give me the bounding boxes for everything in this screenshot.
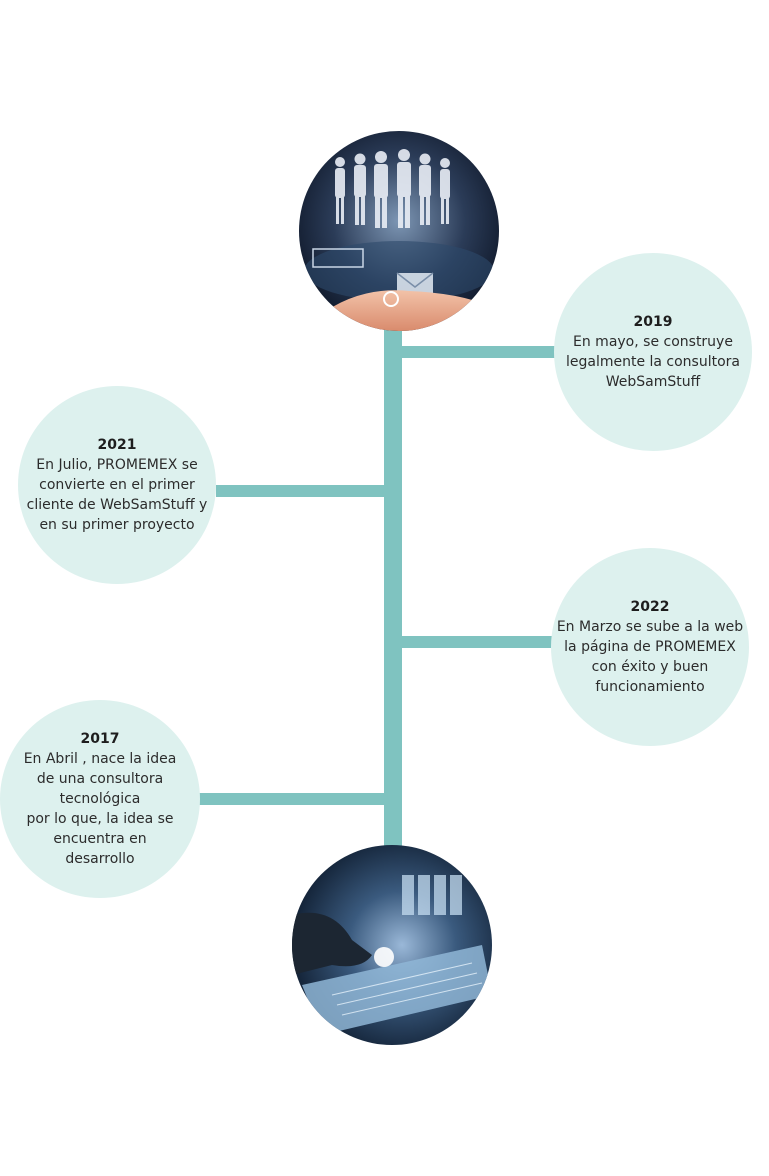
tablet-interface-image [292, 845, 492, 1045]
event-description: En Julio, PROMEMEX se convierte en el pr… [26, 457, 208, 533]
branch-2022 [402, 636, 554, 648]
event-year: 2021 [97, 437, 137, 453]
event-2022-bubble: 2022 En Marzo se sube a la web la página… [551, 548, 749, 746]
event-description: En Abril , nace la idea de una consultor… [23, 751, 177, 867]
people-network-icon [299, 131, 499, 331]
branch-2021 [216, 485, 384, 497]
event-year: 2022 [630, 599, 670, 615]
branch-2019 [402, 346, 558, 358]
event-year: 2019 [633, 314, 673, 330]
business-network-image [299, 131, 499, 331]
event-2021-bubble: 2021 En Julio, PROMEMEX se convierte en … [18, 386, 216, 584]
timeline-trunk [384, 300, 402, 860]
tablet-icon [292, 845, 492, 1045]
event-description: En mayo, se construye legalmente la cons… [565, 334, 741, 390]
event-year: 2017 [80, 731, 120, 747]
branch-2017 [198, 793, 384, 805]
event-description: En Marzo se sube a la web la página de P… [556, 619, 744, 695]
event-2019-bubble: 2019 En mayo, se construye legalmente la… [554, 253, 752, 451]
event-2017-bubble: 2017 En Abril , nace la idea de una cons… [0, 700, 200, 898]
